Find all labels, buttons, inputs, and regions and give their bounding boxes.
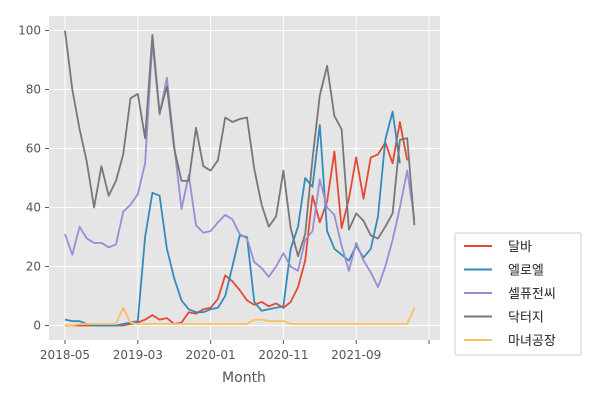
y-tick-label: 100 (18, 24, 41, 38)
x-tick-label: 2020-01 (186, 348, 236, 362)
x-tick-label: 2018-05 (40, 348, 90, 362)
legend-label: 닥터지 (508, 311, 544, 326)
legend-label: 엘로엘 (508, 264, 544, 279)
plot-area (49, 16, 440, 340)
y-tick-label: 60 (26, 142, 41, 156)
x-tick-label: 2020-11 (258, 348, 308, 362)
series-line-1 (65, 121, 409, 327)
series-line-3 (64, 41, 416, 289)
x-ticks: 2018-05 2019-03 2020-01 2020-11 2021-09 (40, 340, 430, 362)
series-line-4 (64, 30, 416, 258)
legend-box (454, 232, 582, 356)
x-tick-label: 2019-03 (113, 348, 163, 362)
series-lines (64, 30, 416, 327)
y-tick-label: 80 (26, 83, 41, 97)
legend-label: 셀퓨전씨 (508, 287, 556, 302)
grid (49, 16, 440, 340)
x-axis-label: Month (222, 370, 266, 386)
y-ticks: 0 20 40 60 80 100 (18, 24, 49, 333)
series-line-5 (65, 306, 416, 327)
y-tick-label: 0 (33, 319, 41, 333)
legend-label: 달바 (508, 240, 532, 255)
y-tick-label: 20 (26, 260, 41, 274)
x-tick-label: 2021-09 (331, 348, 381, 362)
legend-label: 마녀공장 (508, 334, 556, 349)
y-tick-label: 40 (26, 201, 41, 215)
